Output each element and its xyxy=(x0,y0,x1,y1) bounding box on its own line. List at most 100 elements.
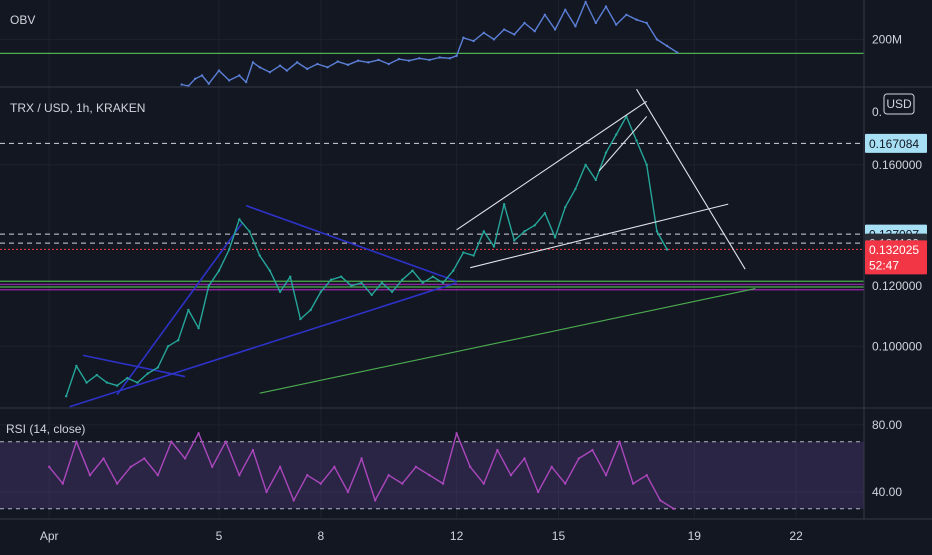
rsi-line-point xyxy=(61,482,65,485)
price-line-point xyxy=(421,281,424,284)
time-axis-tick-label: 5 xyxy=(216,529,223,543)
price-axis-tick-label: 0.100000 xyxy=(872,339,922,353)
time-axis-tick-label: 15 xyxy=(552,529,566,543)
obv-line-point xyxy=(635,18,638,21)
price-line-point xyxy=(207,284,210,288)
rsi-line-point xyxy=(659,499,662,502)
currency-button-label[interactable]: USD xyxy=(886,97,912,111)
rsi-line-point xyxy=(401,482,404,485)
price-line-point xyxy=(85,381,88,384)
price-trendline xyxy=(83,354,186,378)
obv-line-point xyxy=(180,83,183,86)
price-line-point xyxy=(513,239,516,242)
obv-line-point xyxy=(387,62,390,66)
price-line-point xyxy=(360,281,363,284)
price-line-point xyxy=(156,366,160,369)
obv-line-point xyxy=(462,36,465,39)
price-line-point xyxy=(594,178,598,182)
price-line-point xyxy=(574,187,577,191)
rsi-line-point xyxy=(414,465,418,469)
obv-line-point xyxy=(584,0,587,4)
rsi-line-point xyxy=(115,482,119,485)
price-line-point xyxy=(95,373,98,377)
time-axis-tick-label: 22 xyxy=(789,529,803,543)
rsi-line-point xyxy=(523,457,526,460)
currency-button-frame[interactable] xyxy=(883,93,915,115)
obv-line-point xyxy=(326,66,329,69)
rsi-line-point xyxy=(618,440,621,443)
rsi-line-point xyxy=(441,482,445,485)
rsi-line-point xyxy=(156,474,160,477)
obv-line-point xyxy=(397,57,401,61)
price-line-point xyxy=(289,275,292,278)
price-line-point xyxy=(635,139,638,142)
price-tag-box xyxy=(865,240,927,275)
price-line-point xyxy=(401,278,404,281)
obv-line-point xyxy=(448,57,452,60)
price-line-point xyxy=(227,248,231,251)
obv-line-point xyxy=(251,61,255,64)
rsi-line-point xyxy=(333,465,336,469)
rsi-line-point xyxy=(564,482,567,485)
obv-line-point xyxy=(676,51,679,54)
price-line-point xyxy=(431,275,435,278)
obv-line-point xyxy=(238,74,241,77)
price-line-point xyxy=(370,293,373,297)
price-line-point xyxy=(543,212,547,215)
rsi-line-point xyxy=(319,482,323,485)
price-line-point xyxy=(553,236,557,239)
price-line-point xyxy=(380,281,384,284)
obv-line-point xyxy=(543,13,547,16)
currency-button[interactable]: USD xyxy=(883,93,915,115)
price-line-point xyxy=(146,372,149,375)
price-line-point xyxy=(258,254,261,257)
obv-line-point xyxy=(523,21,526,25)
obv-line-point xyxy=(553,28,557,31)
price-line-point xyxy=(136,381,139,384)
rsi-line-point xyxy=(428,474,431,477)
price-line-point xyxy=(217,269,221,272)
price-line-point xyxy=(339,275,343,278)
price-pane-title: TRX / USD, 1h, KRAKEN xyxy=(10,101,145,115)
rsi-line-point xyxy=(373,499,377,502)
obv-line xyxy=(181,1,678,87)
rsi-line-point xyxy=(278,465,282,469)
rsi-line-point xyxy=(631,482,635,485)
obv-line-point xyxy=(502,28,506,31)
rsi-line-point xyxy=(170,440,173,443)
obv-line-point xyxy=(285,69,289,72)
obv-indicator-label[interactable]: OBV xyxy=(10,13,35,27)
time-axis-tick-label: 8 xyxy=(317,529,324,543)
time-axis-tick-label: 19 xyxy=(688,529,702,543)
obv-line-point xyxy=(306,67,309,71)
obv-line-point xyxy=(564,8,567,12)
price-tag-box xyxy=(865,133,927,153)
price-line-point xyxy=(614,133,618,136)
obv-line-point xyxy=(472,39,475,43)
rsi-line-point xyxy=(129,465,132,469)
rsi-line-point xyxy=(455,432,458,435)
obv-line-point xyxy=(278,64,282,67)
price-axis-tick-label: 0.160000 xyxy=(872,158,922,172)
obv-line-point xyxy=(194,77,197,80)
rsi-line-point xyxy=(577,457,581,460)
series-layer xyxy=(48,0,679,510)
obv-line-point xyxy=(217,69,221,72)
price-line-point xyxy=(441,281,445,284)
rsi-line-point xyxy=(360,457,363,460)
rsi-line-point xyxy=(604,474,608,477)
rsi-indicator-label[interactable]: RSI (14, close) xyxy=(6,422,85,436)
obv-axis-tick-label: 200M xyxy=(872,32,902,46)
price-line-point xyxy=(350,284,353,288)
obv-line-point xyxy=(665,44,669,48)
rsi-line-point xyxy=(346,490,350,494)
obv-line-point xyxy=(625,13,628,16)
annotation-layer xyxy=(0,52,864,408)
rsi-line-point xyxy=(468,465,472,469)
rsi-line-point xyxy=(550,465,553,469)
rsi-line-point xyxy=(496,448,499,452)
rsi-line-point xyxy=(238,474,241,477)
rsi-line-point xyxy=(102,457,105,460)
